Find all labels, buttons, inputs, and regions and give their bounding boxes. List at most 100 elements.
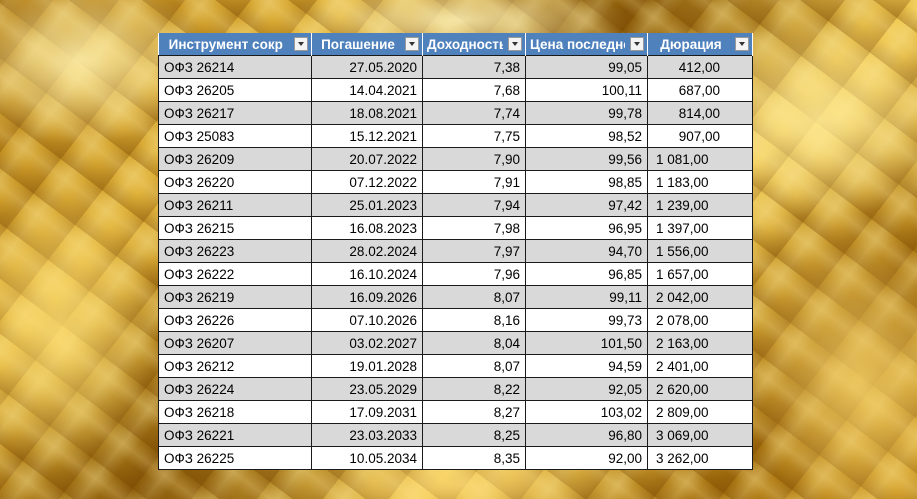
- cell-duration[interactable]: 2 078,00: [647, 308, 753, 332]
- cell-last-price[interactable]: 96,85: [525, 262, 648, 286]
- cell-yield[interactable]: 7,91: [422, 170, 526, 194]
- cell-yield[interactable]: 8,04: [422, 331, 526, 355]
- column-header-maturity[interactable]: Погашение: [311, 33, 423, 56]
- cell-instrument[interactable]: ОФЗ 26218: [158, 400, 312, 424]
- cell-maturity[interactable]: 23.03.2033: [311, 423, 423, 447]
- cell-last-price[interactable]: 98,52: [525, 124, 648, 148]
- cell-instrument[interactable]: ОФЗ 26215: [158, 216, 312, 240]
- cell-maturity[interactable]: 19.01.2028: [311, 354, 423, 378]
- cell-last-price[interactable]: 96,80: [525, 423, 648, 447]
- cell-last-price[interactable]: 99,78: [525, 101, 648, 125]
- cell-instrument[interactable]: ОФЗ 26226: [158, 308, 312, 332]
- cell-last-price[interactable]: 101,50: [525, 331, 648, 355]
- column-header-last-price[interactable]: Цена последней: [525, 33, 648, 56]
- cell-maturity[interactable]: 14.04.2021: [311, 78, 423, 102]
- column-header-yield[interactable]: Доходность: [422, 33, 526, 56]
- cell-maturity[interactable]: 16.09.2026: [311, 285, 423, 309]
- filter-dropdown-icon[interactable]: [508, 37, 522, 51]
- cell-yield[interactable]: 8,22: [422, 377, 526, 401]
- cell-last-price[interactable]: 103,02: [525, 400, 648, 424]
- cell-last-price[interactable]: 92,00: [525, 446, 648, 470]
- cell-duration[interactable]: 687,00: [647, 78, 753, 102]
- cell-yield[interactable]: 7,75: [422, 124, 526, 148]
- cell-instrument[interactable]: ОФЗ 26212: [158, 354, 312, 378]
- cell-yield[interactable]: 7,94: [422, 193, 526, 217]
- cell-yield[interactable]: 8,35: [422, 446, 526, 470]
- cell-last-price[interactable]: 100,11: [525, 78, 648, 102]
- filter-dropdown-icon[interactable]: [405, 37, 419, 51]
- cell-instrument[interactable]: ОФЗ 26211: [158, 193, 312, 217]
- cell-instrument[interactable]: ОФЗ 26207: [158, 331, 312, 355]
- cell-instrument[interactable]: ОФЗ 26205: [158, 78, 312, 102]
- cell-instrument[interactable]: ОФЗ 26209: [158, 147, 312, 171]
- cell-maturity[interactable]: 15.12.2021: [311, 124, 423, 148]
- cell-duration[interactable]: 2 401,00: [647, 354, 753, 378]
- cell-instrument[interactable]: ОФЗ 26221: [158, 423, 312, 447]
- cell-duration[interactable]: 1 081,00: [647, 147, 753, 171]
- cell-maturity[interactable]: 17.09.2031: [311, 400, 423, 424]
- cell-maturity[interactable]: 23.05.2029: [311, 377, 423, 401]
- cell-instrument[interactable]: ОФЗ 26224: [158, 377, 312, 401]
- cell-duration[interactable]: 1 556,00: [647, 239, 753, 263]
- cell-last-price[interactable]: 99,73: [525, 308, 648, 332]
- cell-instrument[interactable]: ОФЗ 26225: [158, 446, 312, 470]
- cell-yield[interactable]: 8,16: [422, 308, 526, 332]
- cell-yield[interactable]: 7,68: [422, 78, 526, 102]
- cell-duration[interactable]: 3 069,00: [647, 423, 753, 447]
- cell-instrument[interactable]: ОФЗ 26222: [158, 262, 312, 286]
- cell-maturity[interactable]: 25.01.2023: [311, 193, 423, 217]
- cell-instrument[interactable]: ОФЗ 26220: [158, 170, 312, 194]
- cell-yield[interactable]: 8,07: [422, 285, 526, 309]
- cell-maturity[interactable]: 20.07.2022: [311, 147, 423, 171]
- cell-duration[interactable]: 2 163,00: [647, 331, 753, 355]
- cell-maturity[interactable]: 16.08.2023: [311, 216, 423, 240]
- cell-duration[interactable]: 3 262,00: [647, 446, 753, 470]
- cell-maturity[interactable]: 03.02.2027: [311, 331, 423, 355]
- cell-last-price[interactable]: 92,05: [525, 377, 648, 401]
- cell-duration[interactable]: 1 397,00: [647, 216, 753, 240]
- cell-last-price[interactable]: 98,85: [525, 170, 648, 194]
- cell-yield[interactable]: 7,97: [422, 239, 526, 263]
- cell-maturity[interactable]: 07.10.2026: [311, 308, 423, 332]
- cell-yield[interactable]: 8,07: [422, 354, 526, 378]
- column-header-instrument[interactable]: Инструмент сокр: [158, 33, 312, 56]
- cell-duration[interactable]: 1 657,00: [647, 262, 753, 286]
- cell-maturity[interactable]: 27.05.2020: [311, 55, 423, 79]
- cell-maturity[interactable]: 28.02.2024: [311, 239, 423, 263]
- filter-dropdown-icon[interactable]: [630, 37, 644, 51]
- cell-last-price[interactable]: 94,70: [525, 239, 648, 263]
- cell-duration[interactable]: 2 042,00: [647, 285, 753, 309]
- cell-duration[interactable]: 2 809,00: [647, 400, 753, 424]
- cell-duration[interactable]: 1 239,00: [647, 193, 753, 217]
- cell-maturity[interactable]: 16.10.2024: [311, 262, 423, 286]
- cell-yield[interactable]: 7,74: [422, 101, 526, 125]
- cell-yield[interactable]: 7,90: [422, 147, 526, 171]
- cell-last-price[interactable]: 96,95: [525, 216, 648, 240]
- cell-instrument[interactable]: ОФЗ 25083: [158, 124, 312, 148]
- cell-instrument[interactable]: ОФЗ 26214: [158, 55, 312, 79]
- cell-yield[interactable]: 8,25: [422, 423, 526, 447]
- cell-yield[interactable]: 8,27: [422, 400, 526, 424]
- cell-duration[interactable]: 412,00: [647, 55, 753, 79]
- cell-last-price[interactable]: 99,56: [525, 147, 648, 171]
- cell-instrument[interactable]: ОФЗ 26217: [158, 101, 312, 125]
- cell-yield[interactable]: 7,98: [422, 216, 526, 240]
- column-header-duration[interactable]: Дюрация: [647, 33, 753, 56]
- cell-last-price[interactable]: 99,11: [525, 285, 648, 309]
- cell-yield[interactable]: 7,38: [422, 55, 526, 79]
- filter-dropdown-icon[interactable]: [735, 37, 749, 51]
- cell-last-price[interactable]: 97,42: [525, 193, 648, 217]
- cell-duration[interactable]: 2 620,00: [647, 377, 753, 401]
- cell-maturity[interactable]: 10.05.2034: [311, 446, 423, 470]
- cell-instrument[interactable]: ОФЗ 26223: [158, 239, 312, 263]
- cell-last-price[interactable]: 94,59: [525, 354, 648, 378]
- cell-maturity[interactable]: 07.12.2022: [311, 170, 423, 194]
- cell-last-price[interactable]: 99,05: [525, 55, 648, 79]
- cell-duration[interactable]: 1 183,00: [647, 170, 753, 194]
- cell-duration[interactable]: 814,00: [647, 101, 753, 125]
- filter-dropdown-icon[interactable]: [294, 37, 308, 51]
- cell-yield[interactable]: 7,96: [422, 262, 526, 286]
- cell-instrument[interactable]: ОФЗ 26219: [158, 285, 312, 309]
- cell-maturity[interactable]: 18.08.2021: [311, 101, 423, 125]
- cell-duration[interactable]: 907,00: [647, 124, 753, 148]
